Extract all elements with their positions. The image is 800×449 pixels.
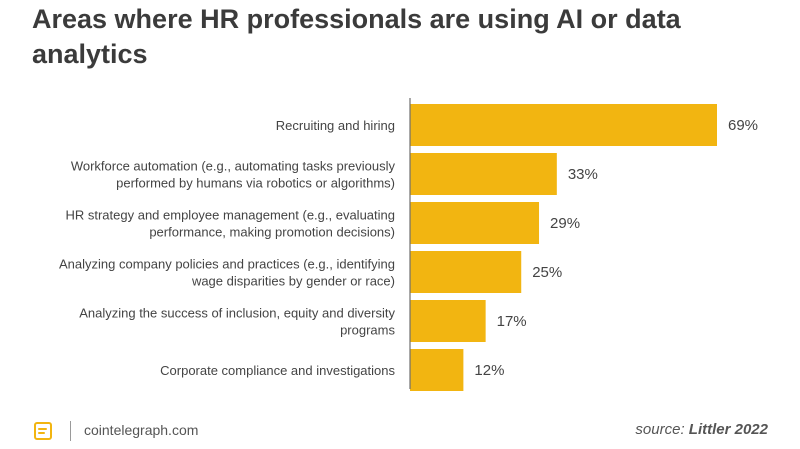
site-name[interactable]: cointelegraph.com <box>84 422 199 438</box>
value-label-4: 17% <box>497 313 527 330</box>
bar-1 <box>410 153 557 195</box>
category-label-line: Analyzing company policies and practices… <box>59 257 395 272</box>
category-label-line: Corporate compliance and investigations <box>160 363 395 378</box>
category-label-1: Workforce automation (e.g., automating t… <box>71 159 396 191</box>
bar-3 <box>410 251 522 293</box>
chart-title: Areas where HR professionals are using A… <box>32 4 681 69</box>
cointelegraph-logo-icon <box>32 420 56 449</box>
category-label-2: HR strategy and employee management (e.g… <box>65 208 395 240</box>
category-label-5: Corporate compliance and investigations <box>160 363 395 378</box>
source-name: Littler 2022 <box>688 421 768 438</box>
value-label-5: 12% <box>474 362 504 379</box>
value-label-2: 29% <box>550 215 580 232</box>
bar-2 <box>410 202 540 244</box>
value-label-0: 69% <box>728 117 758 134</box>
value-label-3: 25% <box>532 264 562 281</box>
bar-4 <box>410 300 486 342</box>
category-label-line: programs <box>340 323 395 338</box>
category-label-line: performed by humans via robotics or algo… <box>116 176 395 191</box>
footer-divider <box>70 421 71 441</box>
bar-0 <box>410 104 717 146</box>
source-note: source: Littler 2022 <box>635 421 768 438</box>
category-label-4: Analyzing the success of inclusion, equi… <box>79 306 395 338</box>
category-label-line: wage disparities by gender or race) <box>191 274 395 289</box>
source-prefix: source: <box>635 421 689 438</box>
category-label-line: performance, making promotion decisions) <box>149 225 395 240</box>
category-label-line: Analyzing the success of inclusion, equi… <box>79 306 395 321</box>
value-label-1: 33% <box>568 166 598 183</box>
category-label-0: Recruiting and hiring <box>276 118 395 133</box>
category-label-line: Recruiting and hiring <box>276 118 395 133</box>
bar-5 <box>410 349 464 391</box>
category-label-line: HR strategy and employee management (e.g… <box>65 208 395 223</box>
category-label-3: Analyzing company policies and practices… <box>59 257 395 289</box>
category-label-line: Workforce automation (e.g., automating t… <box>71 159 396 174</box>
